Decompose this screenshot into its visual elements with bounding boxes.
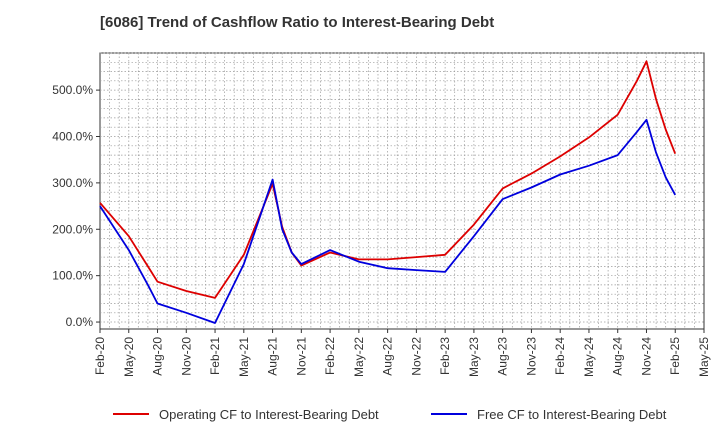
y-tick-label: 300.0% <box>52 176 93 190</box>
x-tick-label: Aug-24 <box>611 337 625 376</box>
x-tick-label: May-20 <box>122 337 136 377</box>
legend: Operating CF to Interest-Bearing Debt Fre… <box>113 407 667 422</box>
y-tick-label: 400.0% <box>52 129 93 143</box>
x-tick-label: May-25 <box>697 337 711 377</box>
x-tick-label: May-23 <box>467 337 481 377</box>
x-tick-label: Feb-21 <box>208 337 222 375</box>
y-tick-label: 100.0% <box>52 269 93 283</box>
x-tick-label: May-24 <box>582 337 596 377</box>
x-axis: Feb-20 May-20 Aug-20 Nov-20 Feb-21 May-21 Aug-… <box>93 329 711 377</box>
series-lines <box>99 60 677 324</box>
y-tick-label: 500.0% <box>52 83 93 97</box>
plot-area-border <box>99 52 705 330</box>
x-tick-label: Feb-25 <box>668 337 682 375</box>
x-tick-label: May-21 <box>237 337 251 377</box>
series-line-2 <box>99 118 676 324</box>
x-tick-label: Feb-20 <box>93 337 107 375</box>
x-tick-label: Nov-21 <box>294 337 308 376</box>
legend-label-2: Free CF to Interest-Bearing Debt <box>477 407 667 422</box>
series-line-1 <box>99 60 677 299</box>
x-tick-label: May-22 <box>352 337 366 377</box>
legend-label-1: Operating CF to Interest-Bearing Debt <box>159 407 379 422</box>
x-tick-label: Feb-23 <box>438 337 452 375</box>
x-tick-label: Aug-21 <box>266 337 280 376</box>
y-axis: 0.0% 100.0% 200.0% 300.0% 400.0% 500.0% <box>52 83 100 329</box>
x-tick-label: Aug-22 <box>381 337 395 376</box>
x-tick-label: Nov-20 <box>179 337 193 376</box>
x-tick-label: Nov-22 <box>409 337 423 376</box>
chart-title: [6086] Trend of Cashflow Ratio to Intere… <box>100 14 495 31</box>
x-tick-label: Feb-22 <box>323 337 337 375</box>
x-tick-label: Feb-24 <box>553 337 567 375</box>
x-tick-label: Nov-24 <box>640 337 654 376</box>
x-tick-label: Aug-20 <box>151 337 165 376</box>
x-tick-label: Nov-23 <box>524 337 538 376</box>
x-tick-label: Aug-23 <box>496 337 510 376</box>
y-tick-label: 200.0% <box>52 222 93 236</box>
y-tick-label: 0.0% <box>66 315 94 329</box>
